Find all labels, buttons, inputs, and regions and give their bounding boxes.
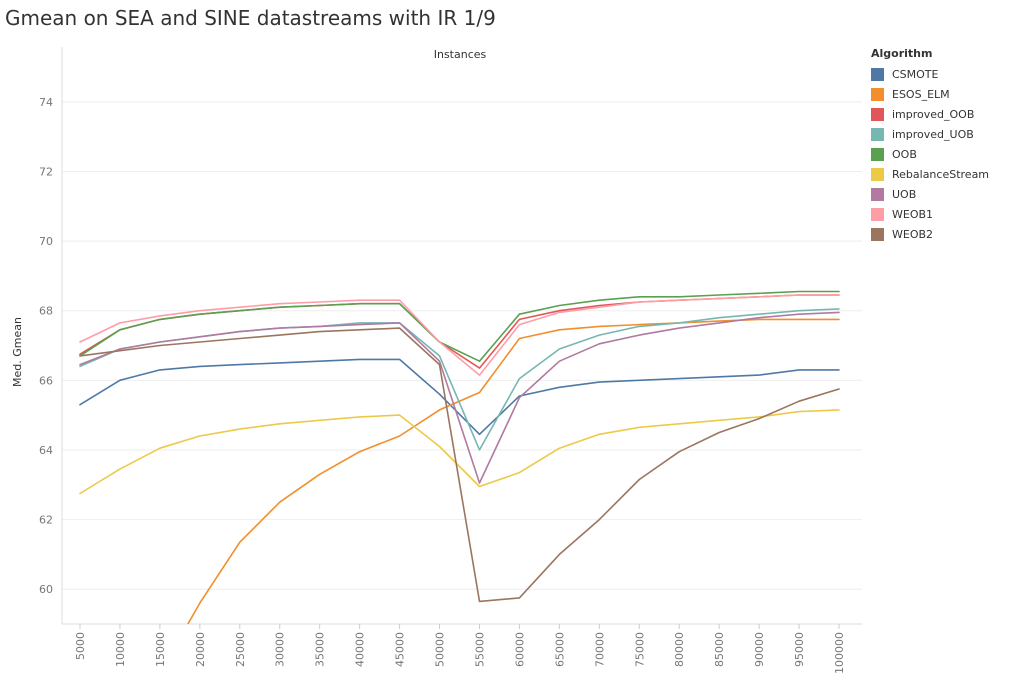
x-tick-label: 10000	[114, 632, 127, 667]
legend-item[interactable]: UOB	[871, 184, 1006, 204]
legend-swatch	[871, 207, 884, 221]
legend-label: WEOB2	[892, 227, 934, 241]
y-tick-label: 74	[39, 96, 53, 109]
x-tick-label: 20000	[194, 632, 207, 667]
y-tick-label: 70	[39, 235, 53, 248]
legend-items: CSMOTE ESOS_ELM improved_OOB improved_UOB OO…	[871, 64, 1006, 244]
y-tick-label: 72	[39, 165, 53, 178]
legend-label: RebalanceStream	[892, 167, 990, 181]
x-tick-label: 25000	[234, 632, 247, 667]
series-line-weob2	[79, 327, 840, 603]
x-tick-label: 60000	[513, 632, 526, 667]
series-line-uob	[79, 311, 840, 484]
x-tick-label: 90000	[753, 632, 766, 667]
x-tick-label: 15000	[154, 632, 167, 667]
y-tick-label: 68	[39, 305, 53, 318]
legend-label: improved_UOB	[892, 127, 974, 141]
x-tick-label: 70000	[593, 632, 606, 667]
legend-item[interactable]: improved_UOB	[871, 124, 1006, 144]
x-tick-label: 65000	[553, 632, 566, 667]
legend-swatch	[871, 107, 884, 121]
x-tick-label: 55000	[473, 632, 486, 667]
x-tick-label: 100000	[833, 632, 846, 674]
legend-item[interactable]: WEOB2	[871, 224, 1006, 244]
series-line-csmote	[79, 358, 840, 436]
legend-title: Algorithm	[871, 47, 933, 60]
axes: Instances Med. Gmean 60 62 64 66 68 70 72 74 500…	[11, 48, 846, 674]
legend-swatch	[871, 87, 884, 101]
y-tick-label: 62	[39, 514, 53, 527]
legend-swatch	[871, 147, 884, 161]
legend-label: ESOS_ELM	[892, 87, 950, 101]
x-tick-label: 95000	[793, 632, 806, 667]
x-tick-label: 5000	[74, 632, 87, 660]
legend-swatch	[871, 187, 884, 201]
y-axis-title: Med. Gmean	[11, 317, 24, 387]
legend-swatch	[871, 167, 884, 181]
x-tick-label: 80000	[673, 632, 686, 667]
x-tick-label: 45000	[394, 632, 407, 667]
legend-label: CSMOTE	[892, 67, 939, 81]
series-line-improved-oob	[79, 294, 840, 369]
y-tick-label: 66	[39, 374, 53, 387]
legend-item[interactable]: OOB	[871, 144, 1006, 164]
x-tick-label: 75000	[633, 632, 646, 667]
y-tick-label: 64	[39, 444, 53, 457]
series-line-improved-uob	[79, 308, 840, 451]
series-line-esos-elm	[187, 318, 840, 624]
series-line-oob	[79, 290, 840, 363]
chart-title: Gmean on SEA and SINE datastreams with I…	[5, 6, 496, 30]
legend-swatch	[871, 67, 884, 81]
series-line-rebalancestream	[79, 409, 840, 495]
x-tick-label: 35000	[314, 632, 327, 667]
legend-label: improved_OOB	[892, 107, 975, 121]
legend-item[interactable]: ESOS_ELM	[871, 84, 1006, 104]
legend-label: WEOB1	[892, 207, 934, 221]
legend-swatch	[871, 227, 884, 241]
legend-label: OOB	[892, 147, 917, 161]
x-axis-title: Instances	[434, 48, 487, 61]
x-tick-label: 30000	[274, 632, 287, 667]
series-line-weob1	[79, 294, 840, 376]
legend-item[interactable]: RebalanceStream	[871, 164, 1006, 184]
legend-swatch	[871, 127, 884, 141]
x-tick-label: 50000	[434, 632, 447, 667]
x-tick-label: 85000	[713, 632, 726, 667]
series-lines	[79, 290, 840, 624]
legend-item[interactable]: improved_OOB	[871, 104, 1006, 124]
legend-item[interactable]: CSMOTE	[871, 64, 1006, 84]
legend-item[interactable]: WEOB1	[871, 204, 1006, 224]
gridlines	[61, 47, 862, 625]
x-tick-label: 40000	[354, 632, 367, 667]
legend-label: UOB	[892, 187, 917, 201]
y-tick-label: 60	[39, 583, 53, 596]
